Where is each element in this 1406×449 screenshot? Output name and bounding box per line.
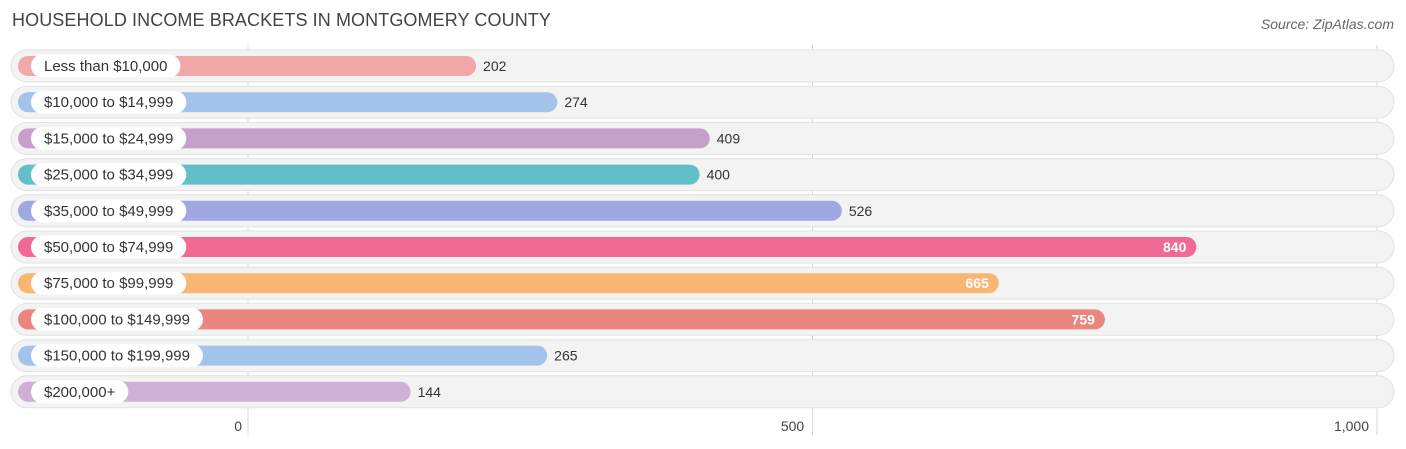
x-tick-label: 1,000 bbox=[1334, 418, 1369, 434]
bar bbox=[18, 128, 710, 149]
bar bbox=[18, 309, 1105, 330]
x-tick-label: 0 bbox=[234, 418, 242, 434]
bar-row: $75,000 to $99,999 665 bbox=[10, 266, 1395, 300]
bar-row: $50,000 to $74,999 840 bbox=[10, 230, 1395, 264]
category-label: $25,000 to $34,999 bbox=[44, 167, 173, 184]
bar bbox=[18, 200, 842, 221]
category-label-pill bbox=[31, 380, 129, 404]
bar-row: $15,000 to $24,999 409 bbox=[10, 121, 1395, 155]
value-label: 665 bbox=[965, 275, 989, 291]
bar-row: $200,000+ 144 bbox=[10, 375, 1395, 409]
category-label-pill bbox=[31, 90, 187, 114]
category-label: $50,000 to $74,999 bbox=[44, 239, 173, 256]
bar-row: $100,000 to $149,999 759 bbox=[10, 302, 1395, 336]
category-label-pill bbox=[31, 126, 187, 150]
category-label: Less than $10,000 bbox=[44, 58, 167, 75]
category-label-pill bbox=[31, 199, 187, 223]
category-label: $35,000 to $49,999 bbox=[44, 203, 173, 220]
value-label: 840 bbox=[1163, 239, 1187, 255]
category-label-pill bbox=[31, 54, 181, 78]
category-label: $200,000+ bbox=[44, 384, 116, 401]
bar bbox=[18, 237, 1197, 257]
value-label: 202 bbox=[483, 58, 507, 74]
chart-title: HOUSEHOLD INCOME BRACKETS IN MONTGOMERY … bbox=[12, 10, 551, 30]
bar-row: $25,000 to $34,999 400 bbox=[10, 158, 1395, 192]
bar bbox=[18, 164, 700, 185]
bar-row: Less than $10,000 202 bbox=[10, 49, 1395, 83]
category-label-pill bbox=[31, 235, 187, 259]
category-label: $150,000 to $199,999 bbox=[44, 348, 190, 365]
category-label: $75,000 to $99,999 bbox=[44, 275, 173, 292]
value-label: 759 bbox=[1072, 311, 1096, 327]
x-tick-label: 500 bbox=[781, 418, 805, 434]
bar-row: $10,000 to $14,999 274 bbox=[10, 85, 1395, 119]
value-label: 526 bbox=[849, 203, 873, 219]
category-label-pill bbox=[31, 271, 187, 295]
value-label: 400 bbox=[707, 167, 731, 183]
chart-source: Source: ZipAtlas.com bbox=[1260, 16, 1394, 32]
bar-row: $35,000 to $49,999 526 bbox=[10, 194, 1395, 228]
category-label-pill bbox=[31, 163, 187, 187]
category-label: $100,000 to $149,999 bbox=[44, 311, 190, 328]
bar bbox=[18, 273, 999, 294]
value-label: 265 bbox=[554, 348, 578, 364]
category-label: $15,000 to $24,999 bbox=[44, 130, 173, 147]
category-label: $10,000 to $14,999 bbox=[44, 94, 173, 111]
value-label: 274 bbox=[564, 94, 588, 110]
value-label: 144 bbox=[418, 384, 442, 400]
bar-row: $150,000 to $199,999 265 bbox=[10, 339, 1395, 373]
value-label: 409 bbox=[717, 130, 741, 146]
category-label-pill bbox=[31, 344, 203, 368]
category-label-pill bbox=[31, 307, 203, 331]
